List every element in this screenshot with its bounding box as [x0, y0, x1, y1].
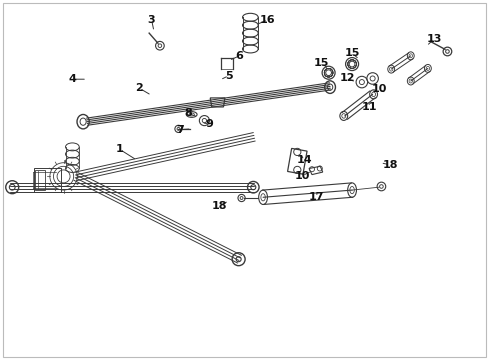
Text: 6: 6 [235, 51, 243, 61]
Text: 8: 8 [184, 108, 192, 118]
Text: 3: 3 [147, 15, 155, 25]
Text: 18: 18 [382, 160, 397, 170]
Text: 9: 9 [205, 119, 213, 129]
Bar [35, 170, 45, 190]
Bar [35, 168, 61, 192]
Text: 10: 10 [294, 171, 309, 181]
Text: 1: 1 [116, 144, 123, 154]
Text: 14: 14 [296, 155, 311, 165]
Text: 12: 12 [339, 73, 354, 84]
Text: 16: 16 [260, 15, 275, 25]
Text: 5: 5 [224, 71, 232, 81]
Text: 15: 15 [344, 48, 359, 58]
Text: 10: 10 [370, 84, 386, 94]
Text: 2: 2 [135, 83, 143, 93]
Text: 11: 11 [361, 102, 376, 112]
Text: 4: 4 [68, 74, 76, 84]
Text: 7: 7 [176, 125, 183, 135]
Text: 17: 17 [308, 192, 324, 202]
Text: 18: 18 [211, 201, 226, 211]
Text: 15: 15 [313, 58, 329, 68]
Text: 13: 13 [426, 34, 441, 44]
